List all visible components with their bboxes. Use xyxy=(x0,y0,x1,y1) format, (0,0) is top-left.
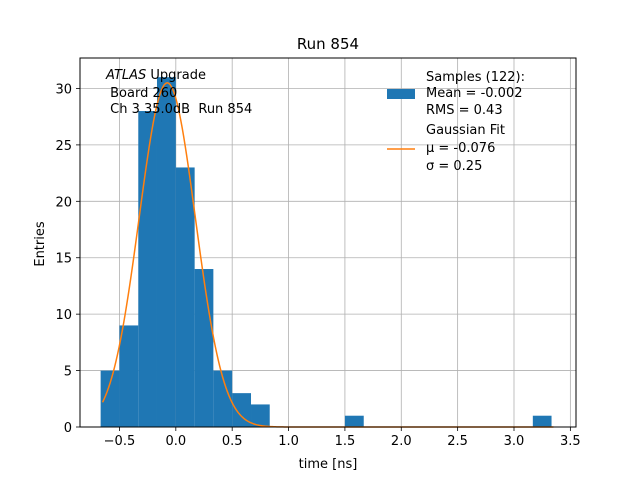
y-tick-label-5: 25 xyxy=(55,139,72,154)
histogram-bar-8 xyxy=(251,404,270,427)
histogram-bar-23 xyxy=(532,415,552,427)
y-tick-label-1: 5 xyxy=(64,365,72,380)
histogram-bar-1 xyxy=(119,325,139,427)
y-tick-label-2: 10 xyxy=(55,308,72,323)
chart-title: Run 854 xyxy=(297,35,359,53)
annotation-line-1: ATLAS Upgrade xyxy=(105,68,206,83)
y-tick-label-6: 30 xyxy=(55,82,72,97)
legend: Samples (122): Mean = -0.002 RMS = 0.43 … xyxy=(387,70,525,174)
y-axis-label: Entries xyxy=(33,221,48,267)
legend-samples-line-1: Samples (122): xyxy=(426,70,525,85)
histogram-bar-6 xyxy=(213,370,233,427)
annotation-atlas: ATLAS xyxy=(105,68,146,83)
x-tick-label-7: 3.0 xyxy=(504,434,525,449)
x-tick-label-1: 0.0 xyxy=(165,434,186,449)
axes-frame xyxy=(79,57,577,428)
annotation-line-2: Board 260 xyxy=(106,86,177,101)
y-tick-label-4: 20 xyxy=(55,195,72,210)
x-tick-label-6: 2.5 xyxy=(447,434,468,449)
histogram-bar-0 xyxy=(100,370,120,427)
histogram-bar-4 xyxy=(175,167,195,427)
y-tick-label-3: 15 xyxy=(55,252,72,267)
y-axis-ticks: 0 5 10 15 20 25 30 xyxy=(55,82,80,436)
x-tick-label-3: 1.0 xyxy=(278,434,299,449)
atlas-annotation: ATLAS Upgrade Board 260 Ch 3 35.0dB Run … xyxy=(105,68,252,117)
histogram-bar-5 xyxy=(194,269,214,427)
y-tick-label-0: 0 xyxy=(64,421,72,436)
legend-fit-line-2: μ = -0.076 xyxy=(426,141,495,156)
x-tick-label-2: 0.5 xyxy=(222,434,243,449)
legend-fit-line-3: σ = 0.25 xyxy=(426,159,482,174)
histogram-bar-13 xyxy=(344,415,364,427)
annotation-line-3: Ch 3 35.0dB Run 854 xyxy=(106,102,252,117)
histogram-bar-7 xyxy=(232,393,252,427)
x-tick-label-5: 2.0 xyxy=(391,434,412,449)
legend-samples-line-2: Mean = -0.002 xyxy=(426,86,522,101)
legend-samples-line-3: RMS = 0.43 xyxy=(426,103,503,118)
legend-fit-line-1: Gaussian Fit xyxy=(426,123,505,138)
x-tick-label-0: −0.5 xyxy=(104,434,136,449)
x-tick-label-8: 3.5 xyxy=(560,434,581,449)
legend-samples-patch xyxy=(387,89,415,99)
x-tick-label-4: 1.5 xyxy=(335,434,356,449)
histogram-bars xyxy=(100,77,552,428)
x-axis-ticks: −0.5 0.0 0.5 1.0 1.5 2.0 2.5 3.0 3.5 xyxy=(104,427,581,449)
histogram-bar-3 xyxy=(156,77,176,428)
x-axis-label: time [ns] xyxy=(299,457,358,472)
annotation-upgrade: Upgrade xyxy=(146,68,206,83)
